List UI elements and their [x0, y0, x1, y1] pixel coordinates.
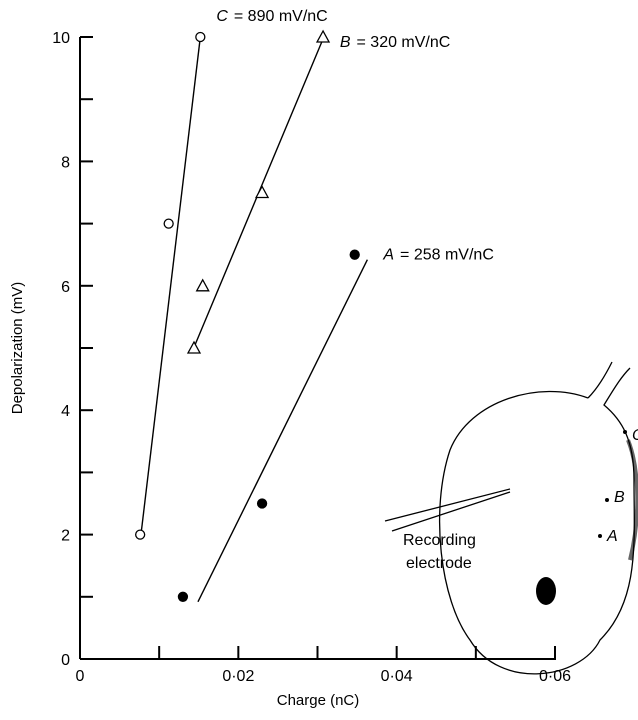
point [163, 218, 174, 229]
point [349, 249, 360, 260]
y-tick-label: 4 [61, 403, 70, 420]
series-name: C [216, 8, 228, 25]
site-dot [605, 498, 609, 502]
site-dot [623, 430, 627, 434]
site-dot [598, 534, 602, 538]
cell-blob [536, 577, 556, 605]
x-tick-label: 0·04 [381, 668, 413, 685]
series-name: B [340, 34, 351, 51]
x-tick-label: 0 [76, 668, 85, 685]
y-tick-label: 10 [52, 30, 70, 47]
cell-outline [438, 361, 635, 675]
electrode [384, 488, 511, 532]
y-tick-label: 2 [61, 528, 70, 545]
x-tick-label: 0·06 [539, 668, 571, 685]
series-slope: = 890 mV/nC [234, 8, 328, 25]
point [315, 29, 331, 43]
series-label: B = 320 mV/nC [340, 34, 451, 51]
site-label: B [614, 489, 625, 506]
point [256, 498, 268, 509]
point [186, 340, 202, 354]
cell-inset: C B A Recording electrode [384, 361, 638, 675]
y-axis-label: Depolarization (mV) [9, 282, 26, 415]
fit-line [197, 259, 369, 603]
point [135, 529, 146, 540]
electrode-label: Recording [403, 532, 476, 549]
series-name: A [382, 247, 394, 264]
x-axis-label: Charge (nC) [277, 692, 360, 709]
series-slope: = 258 mV/nC [400, 247, 494, 264]
y-tick-label: 0 [61, 652, 70, 669]
cell-shading [626, 439, 638, 561]
site-label: A [606, 528, 618, 545]
fit-line [140, 36, 202, 535]
y-tick-label: 6 [61, 279, 70, 296]
point [195, 278, 210, 292]
point [177, 591, 189, 602]
x-tick-label: 0·02 [222, 668, 254, 685]
series-label: A = 258 mV/nC [382, 247, 494, 264]
y-tick-label: 8 [61, 154, 70, 171]
site-label: C [632, 427, 638, 444]
series-slope: = 320 mV/nC [357, 34, 451, 51]
series-label: C = 890 mV/nC [216, 8, 327, 25]
electrode-label: electrode [406, 555, 472, 572]
point [195, 31, 206, 43]
point [254, 185, 270, 199]
